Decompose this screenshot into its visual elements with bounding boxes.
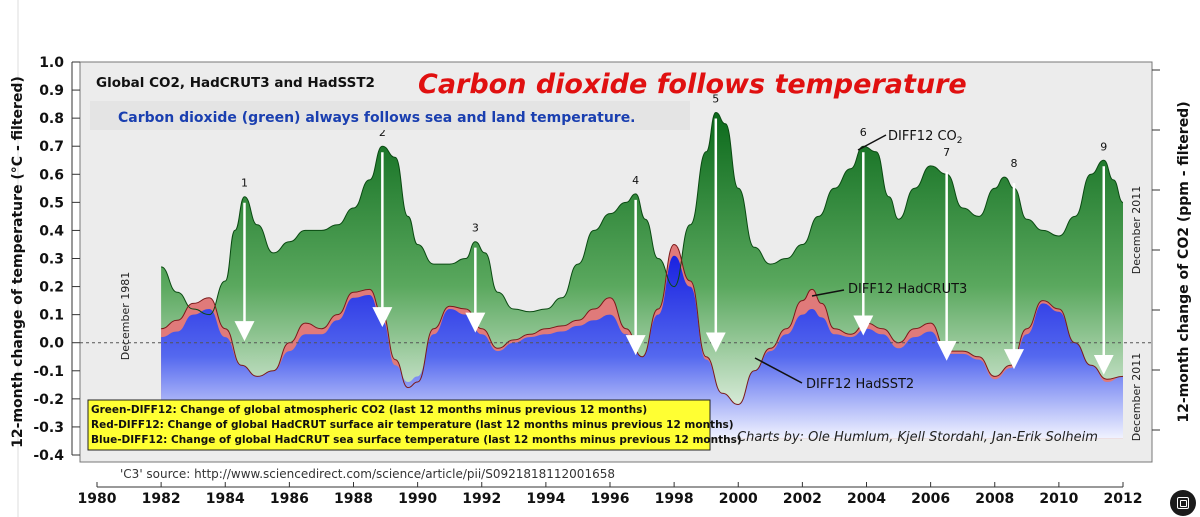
x-tick-label: 1988 — [334, 491, 373, 507]
x-tick-label: 2002 — [783, 491, 822, 507]
x-tick-label: 2004 — [847, 491, 886, 507]
x-tick-label: 2006 — [911, 491, 950, 507]
y-axis: 1.0 0.9 0.8 0.7 0.6 0.5 0.4 0.3 0.2 0.1 0.0 -0.1 -0.… — [33, 55, 80, 464]
y-tick-label: 0.8 — [39, 111, 64, 127]
credit: Charts by: Ole Humlum, Kjell Stordahl, J… — [737, 430, 1098, 445]
peak-number: 6 — [860, 126, 867, 139]
hadcrut3-label-leader — [811, 289, 845, 297]
y-tick-label: 0.7 — [39, 139, 64, 155]
dec2011-top-label: December 2011 — [1130, 186, 1143, 275]
y-tick-label: 0.1 — [39, 308, 64, 324]
x-tick-label: 1990 — [398, 491, 437, 507]
co2-label-leader — [857, 134, 887, 151]
peak-number: 2 — [379, 126, 386, 139]
legend-item-red: Red-DIFF12: Change of global HadCRUT sur… — [91, 419, 734, 431]
x-tick-label: 1992 — [462, 491, 501, 507]
hadsst2-area — [161, 255, 1124, 439]
x-tick-label: 2008 — [975, 491, 1014, 507]
right-axis-ticks — [1152, 69, 1160, 431]
x-tick-label: 1994 — [526, 491, 565, 507]
y-tick-label: 0.3 — [39, 252, 64, 268]
x-tick-label: 1998 — [655, 491, 694, 507]
hadsst2-label-leader — [754, 357, 803, 384]
peak-arrows: 1 2 3 4 5 6 7 8 9 — [234, 93, 1114, 375]
plot-border — [79, 61, 1153, 463]
y-tick-label: 0.6 — [39, 167, 64, 183]
y-tick-label: 0.2 — [39, 280, 64, 296]
x-tick-label: 2012 — [1104, 491, 1143, 507]
screen-capture-icon[interactable] — [1170, 490, 1196, 516]
x-tick-label: 1984 — [206, 491, 245, 507]
y-tick-label: -0.3 — [33, 420, 64, 436]
legend-box — [87, 399, 711, 451]
dec1981-label: December 1981 — [119, 272, 132, 361]
co2-line — [160, 111, 1124, 316]
headline: Carbon dioxide follows temperature — [418, 69, 967, 100]
y-tick-label: 0.4 — [39, 223, 64, 239]
peak-number: 5 — [712, 93, 719, 106]
peak-number: 1 — [241, 177, 248, 190]
peak-number: 8 — [1010, 157, 1017, 170]
y-tick-label: 0.9 — [39, 83, 64, 99]
y-tick-label: 0.5 — [39, 195, 64, 211]
peak-number: 9 — [1100, 140, 1107, 153]
peak-number: 4 — [632, 174, 639, 187]
x-tick-label: 1996 — [591, 491, 630, 507]
subtitle: Carbon dioxide (green) always follows se… — [118, 110, 636, 126]
y-tick-label: 0.0 — [39, 336, 64, 352]
y-tick-label: -0.1 — [33, 364, 64, 380]
x-tick-label: 2010 — [1039, 491, 1078, 507]
y-tick-label: 1.0 — [39, 55, 64, 71]
legend-item-blue: Blue-DIFF12: Change of global HadCRUT se… — [91, 434, 742, 446]
source-citation: 'C3' source: http://www.sciencedirect.co… — [120, 467, 615, 481]
x-tick-label: 1980 — [78, 491, 117, 507]
co2-series-label: DIFF12 CO2 — [888, 129, 963, 146]
hadcrut3-series-label: DIFF12 HadCRUT3 — [848, 282, 967, 297]
x-tick-label: 2000 — [719, 491, 758, 507]
y-axis-label-right: 12-month change of CO2 (ppm - filtered) — [1176, 101, 1192, 422]
y-tick-label: -0.2 — [33, 392, 64, 408]
dec2011-bottom-label: December 2011 — [1130, 353, 1143, 442]
x-tick-label: 1982 — [142, 491, 181, 507]
peak-number: 3 — [472, 222, 479, 235]
chart-title: Global CO2, HadCRUT3 and HadSST2 — [96, 75, 375, 91]
hadsst2-series-label: DIFF12 HadSST2 — [806, 377, 914, 392]
subtitle-box — [90, 101, 690, 130]
x-axis: 1980 1982 1984 1986 1988 1990 1992 1994 1996 1998… — [78, 482, 1143, 507]
peak-number: 7 — [943, 146, 950, 159]
legend-item-green: Green-DIFF12: Change of global atmospher… — [91, 404, 647, 416]
x-tick-label: 1986 — [270, 491, 309, 507]
y-tick-label: -0.4 — [33, 448, 64, 464]
y-axis-label: 12-month change of temperature (°C - fil… — [10, 76, 26, 448]
